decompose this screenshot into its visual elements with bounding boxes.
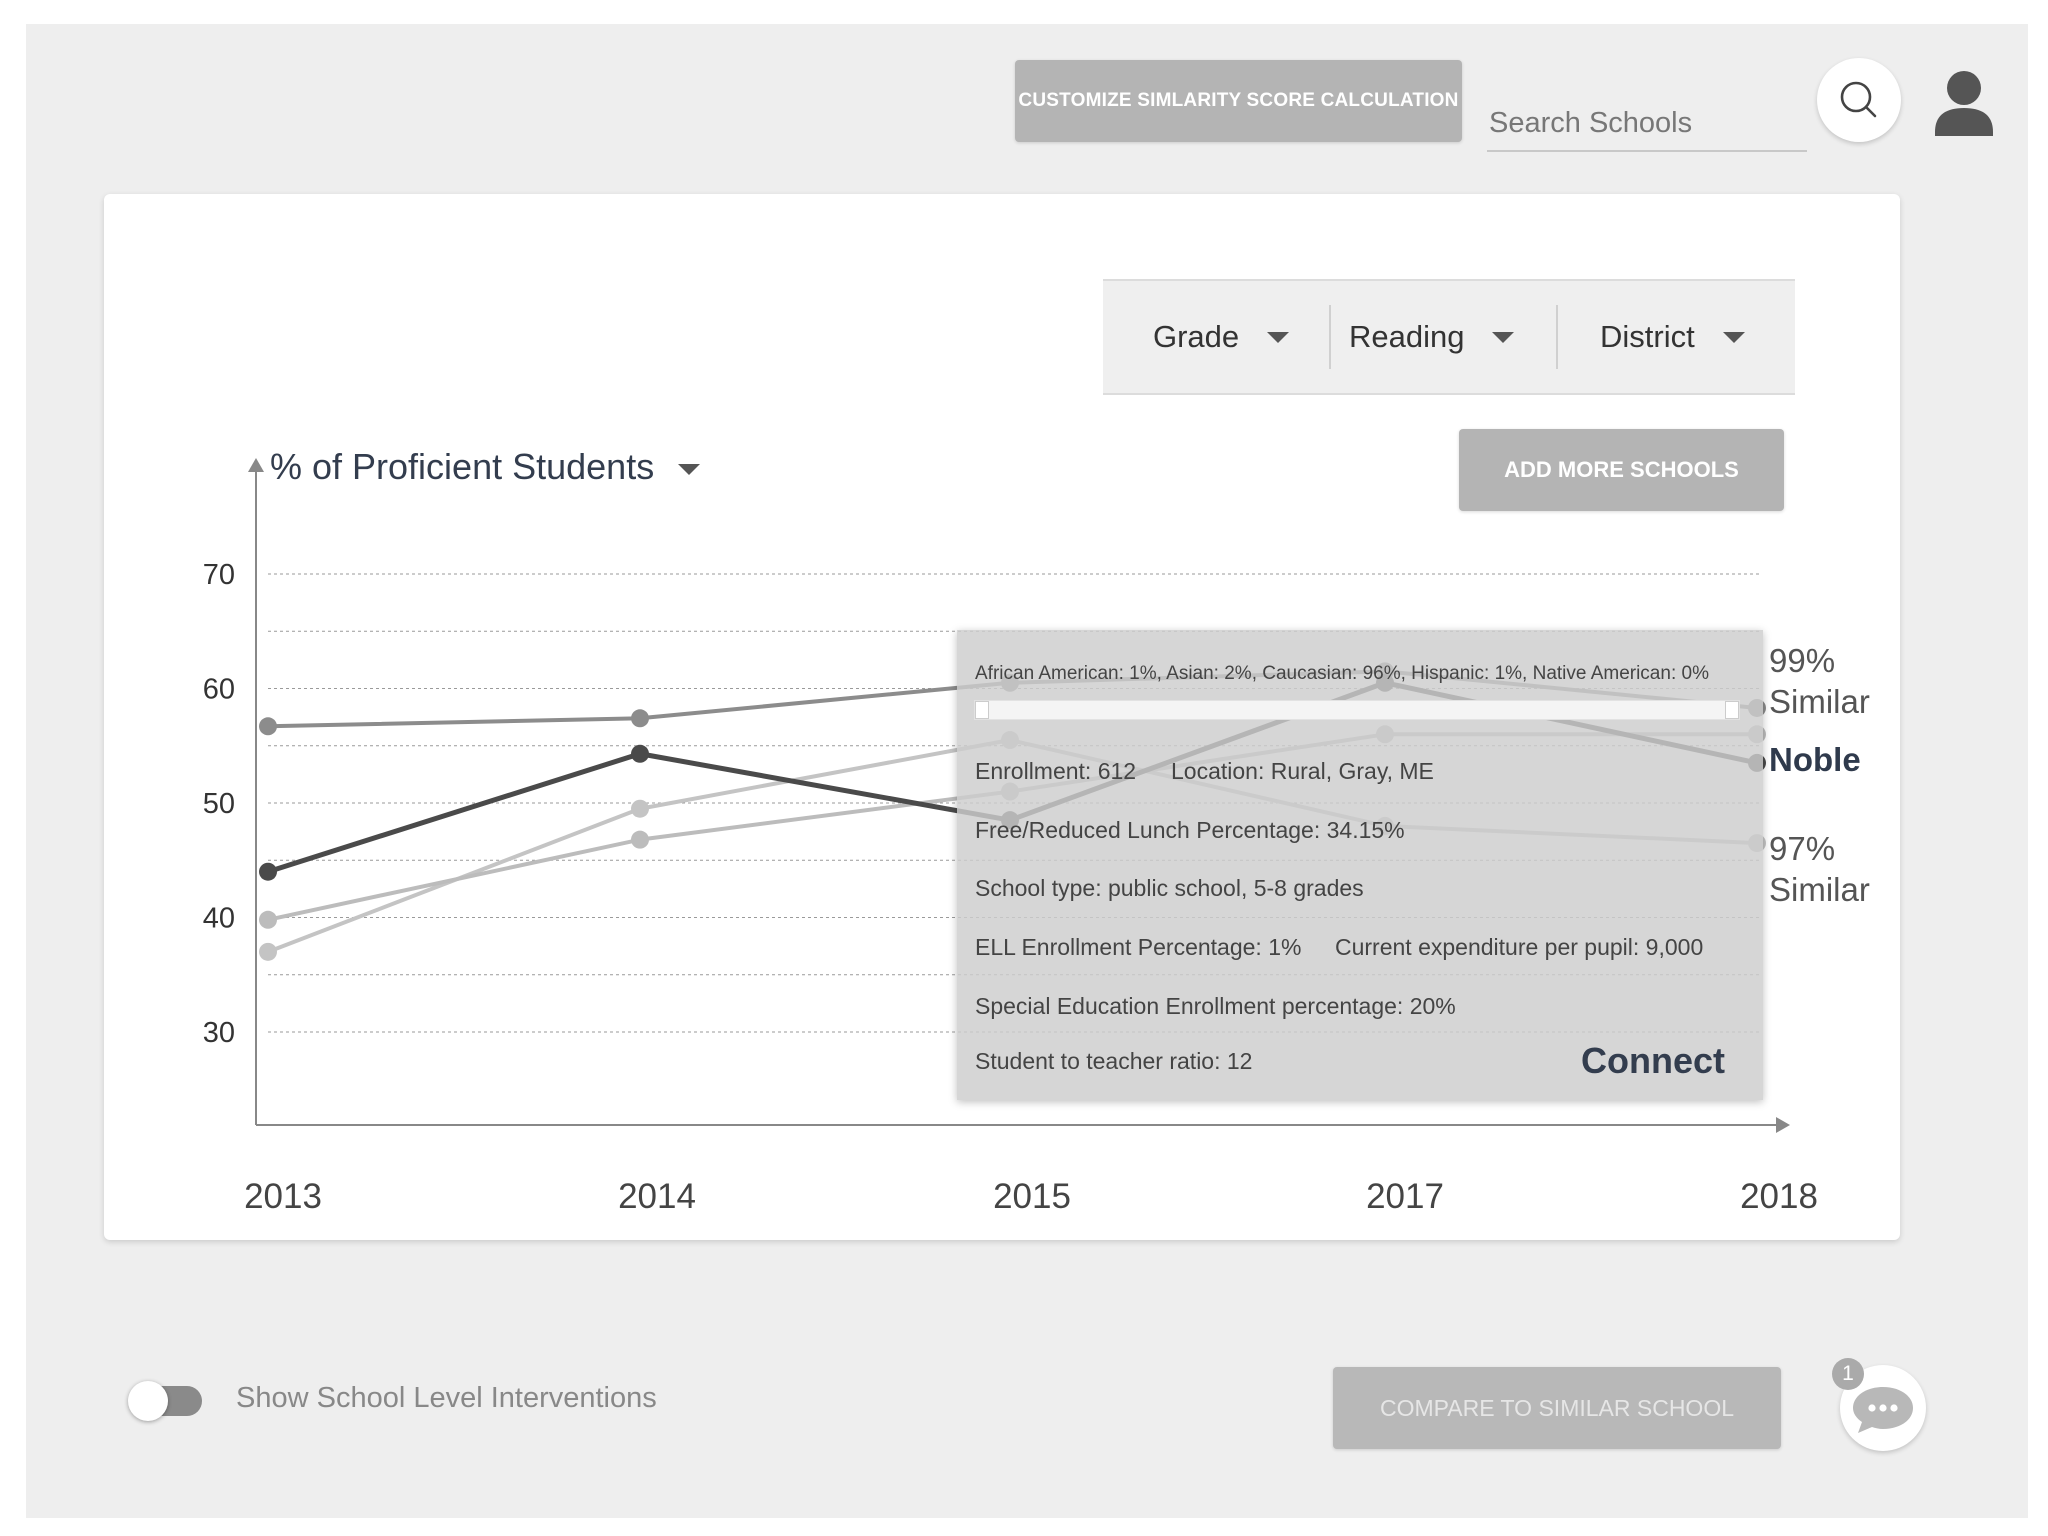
similarity-word: Similar — [1769, 871, 1870, 908]
chat-icon — [1853, 1387, 1913, 1433]
x-tick-label: 2015 — [993, 1177, 1071, 1216]
x-tick-label: 2018 — [1740, 1177, 1818, 1216]
tooltip-special-ed: Special Education Enrollment percentage:… — [975, 993, 1456, 1019]
chevron-down-icon — [1722, 331, 1745, 343]
filter-district[interactable]: District — [1600, 281, 1745, 393]
tooltip-location: Location: Rural, Gray, ME — [1171, 758, 1434, 784]
y-tick-label: 30 — [203, 1017, 235, 1049]
tooltip-slider[interactable] — [974, 700, 1740, 720]
search-icon — [1840, 81, 1877, 118]
series-point — [631, 744, 649, 763]
series-point — [631, 830, 649, 849]
series-point — [259, 862, 277, 881]
chevron-down-icon — [1492, 331, 1515, 343]
x-axis-arrow — [1776, 1117, 1790, 1133]
tooltip-demographics: African American: 1%, Asian: 2%, Caucasi… — [975, 663, 1709, 684]
tooltip-ratio: Student to teacher ratio: 12 — [975, 1048, 1253, 1074]
y-tick-label: 50 — [203, 788, 235, 820]
connect-button[interactable]: Connect — [1581, 1040, 1725, 1081]
filter-bar: Grade Reading District — [1103, 279, 1795, 395]
search-button[interactable] — [1817, 58, 1901, 142]
series-point — [259, 717, 277, 736]
filter-subject[interactable]: Reading — [1349, 281, 1515, 393]
filter-subject-label: Reading — [1349, 319, 1465, 354]
x-tick-label: 2013 — [244, 1177, 322, 1216]
tooltip-ell: ELL Enrollment Percentage: 1% — [975, 934, 1302, 960]
filter-divider — [1329, 305, 1331, 369]
series-point — [631, 799, 649, 818]
similarity-label-97: 97% Similar — [1769, 828, 1870, 910]
series-point — [259, 942, 277, 961]
search-field[interactable] — [1487, 80, 1807, 152]
series-point — [259, 910, 277, 929]
interventions-toggle[interactable] — [128, 1381, 202, 1421]
x-tick-label: 2014 — [618, 1177, 696, 1216]
toggle-knob — [128, 1381, 168, 1421]
y-axis-arrow — [248, 458, 264, 472]
similarity-percent: 97% — [1769, 830, 1836, 867]
y-tick-label: 60 — [203, 674, 235, 706]
filter-grade[interactable]: Grade — [1153, 281, 1290, 393]
compare-similar-school-button[interactable]: COMPARE TO SIMILAR SCHOOL — [1333, 1367, 1781, 1449]
y-axis-title[interactable]: % of Proficient Students — [270, 446, 701, 488]
similarity-percent: 99% — [1769, 642, 1836, 679]
y-axis-label: % of Proficient Students — [270, 446, 655, 487]
customize-similarity-button[interactable]: CUSTOMIZE SIMLARITY SCORE CALCULATION — [1015, 60, 1462, 142]
tooltip-enrollment: Enrollment: 612 — [975, 758, 1137, 784]
similarity-word: Similar — [1769, 683, 1870, 720]
filter-grade-label: Grade — [1153, 319, 1240, 354]
school-tooltip: African American: 1%, Asian: 2%, Caucasi… — [957, 630, 1763, 1100]
y-tick-label: 40 — [203, 903, 235, 935]
x-tick-label: 2017 — [1366, 1177, 1444, 1216]
school-name-label: Noble — [1769, 741, 1861, 778]
tooltip-lunch: Free/Reduced Lunch Percentage: 34.15% — [975, 817, 1405, 843]
slider-handle-left[interactable] — [975, 701, 989, 719]
chevron-down-icon — [1267, 331, 1290, 343]
tooltip-expenditure: Current expenditure per pupil: 9,000 — [1335, 934, 1704, 960]
tooltip-school-type: School type: public school, 5-8 grades — [975, 875, 1364, 901]
slider-handle-right[interactable] — [1725, 701, 1739, 719]
similarity-label-99: 99% Similar — [1769, 640, 1870, 722]
series-point — [631, 709, 649, 728]
y-tick-label: 70 — [203, 559, 235, 591]
chevron-down-icon — [678, 463, 701, 475]
notification-badge: 1 — [1832, 1358, 1864, 1390]
filter-divider — [1556, 305, 1558, 369]
search-input[interactable] — [1487, 100, 1801, 146]
chart-axes — [248, 458, 1790, 1133]
user-icon[interactable] — [1929, 66, 1999, 142]
chart-labels: 30 40 50 60 70 2013 2014 2015 2017 2018 — [203, 559, 1818, 1216]
filter-district-label: District — [1600, 319, 1695, 354]
add-more-schools-button[interactable]: ADD MORE SCHOOLS — [1459, 429, 1784, 511]
interventions-toggle-label: Show School Level Interventions — [236, 1382, 657, 1414]
